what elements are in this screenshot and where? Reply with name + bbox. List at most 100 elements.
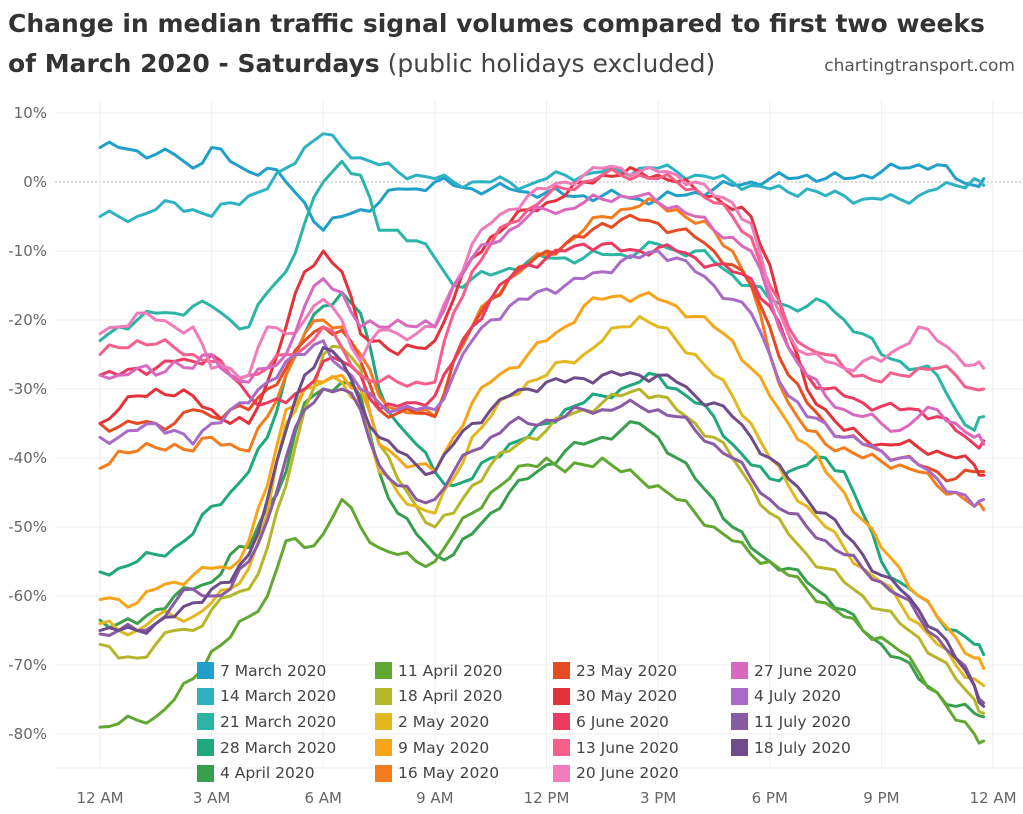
legend-label: 7 March 2020 <box>220 661 327 680</box>
legend-label: 20 June 2020 <box>576 764 679 783</box>
legend-swatch <box>375 662 392 680</box>
x-tick-label: 9 AM <box>416 789 454 807</box>
legend-swatch <box>731 739 748 757</box>
legend-item[interactable]: 20 June 2020 <box>553 760 731 786</box>
legend-label: 16 May 2020 <box>398 764 500 783</box>
legend-label: 18 April 2020 <box>398 687 503 706</box>
series-line[interactable] <box>98 456 986 745</box>
source-credit: chartingtransport.com <box>824 56 1015 76</box>
legend-swatch <box>197 687 214 705</box>
y-tick-label: -30% <box>8 380 47 398</box>
y-tick-label: -60% <box>8 587 47 605</box>
series-line[interactable] <box>98 213 986 483</box>
legend-label: 6 June 2020 <box>576 712 669 731</box>
legend-item[interactable]: 2 May 2020 <box>375 709 553 735</box>
y-tick-label: -80% <box>8 725 47 743</box>
legend-label: 4 July 2020 <box>754 687 842 706</box>
x-tick-label: 12 PM <box>524 789 570 807</box>
legend-swatch <box>375 739 392 757</box>
legend-label: 14 March 2020 <box>220 687 337 706</box>
legend-swatch <box>375 687 392 705</box>
legend-swatch <box>553 687 570 705</box>
legend-swatch <box>553 713 570 731</box>
legend-label: 4 April 2020 <box>220 764 315 783</box>
series-lines <box>98 132 986 745</box>
series-line[interactable] <box>98 346 986 708</box>
legend-label: 28 March 2020 <box>220 738 337 757</box>
legend-swatch <box>197 713 214 731</box>
legend-swatch <box>553 739 570 757</box>
legend-item[interactable]: 11 April 2020 <box>375 658 553 684</box>
legend-item[interactable]: 23 May 2020 <box>553 658 731 684</box>
legend-item[interactable]: 6 June 2020 <box>553 709 731 735</box>
series-line[interactable] <box>98 380 986 719</box>
x-tick-label: 3 AM <box>193 789 231 807</box>
chart-title-sub: (public holidays excluded) <box>387 49 716 78</box>
legend-item[interactable]: 13 June 2020 <box>553 735 731 761</box>
legend-label: 30 May 2020 <box>576 687 678 706</box>
x-tick-label: 3 PM <box>640 789 676 807</box>
chart-title-main: Change in median traffic signal volumes … <box>8 9 985 78</box>
series-line[interactable] <box>98 191 986 446</box>
series-line[interactable] <box>98 291 986 670</box>
legend-swatch <box>197 662 214 680</box>
legend-item[interactable]: 16 May 2020 <box>375 760 553 786</box>
series-line[interactable] <box>98 166 986 477</box>
legend-label: 13 June 2020 <box>576 738 679 757</box>
x-tick-label: 12 AM <box>76 789 123 807</box>
legend-swatch <box>731 713 748 731</box>
y-tick-label: -70% <box>8 656 47 674</box>
legend-item[interactable]: 4 April 2020 <box>197 760 375 786</box>
chart-title: Change in median traffic signal volumes … <box>8 4 1018 84</box>
x-tick-label: 6 PM <box>752 789 788 807</box>
series-line[interactable] <box>98 344 986 715</box>
series-line[interactable] <box>98 249 986 508</box>
legend-item[interactable]: 11 July 2020 <box>731 709 891 735</box>
legend-item[interactable]: 14 March 2020 <box>197 684 375 710</box>
legend-item[interactable]: 7 March 2020 <box>197 658 375 684</box>
x-axis-ticks: 12 AM 3 AM 6 AM 9 AM 12 PM 3 PM 6 PM 9 PM 12 AM <box>76 789 1016 807</box>
legend-swatch <box>197 764 214 782</box>
legend-swatch <box>375 764 392 782</box>
legend-label: 9 May 2020 <box>398 738 490 757</box>
legend-label: 11 July 2020 <box>754 712 851 731</box>
legend-label: 23 May 2020 <box>576 661 678 680</box>
series-line[interactable] <box>98 197 986 512</box>
y-tick-label: 0% <box>23 173 47 191</box>
y-tick-label: -50% <box>8 518 47 536</box>
series-line[interactable] <box>98 132 986 224</box>
legend-label: 27 June 2020 <box>754 661 857 680</box>
legend-item[interactable]: 21 March 2020 <box>197 709 375 735</box>
y-tick-label: -40% <box>8 449 47 467</box>
legend-swatch <box>553 764 570 782</box>
y-tick-label: -20% <box>8 311 47 329</box>
x-tick-label: 9 PM <box>863 789 899 807</box>
series-line[interactable] <box>98 387 986 705</box>
legend-label: 2 May 2020 <box>398 712 490 731</box>
legend-item[interactable]: 27 June 2020 <box>731 658 891 684</box>
legend-item[interactable]: 18 July 2020 <box>731 735 891 761</box>
y-tick-label: -10% <box>8 242 47 260</box>
legend-label: 21 March 2020 <box>220 712 337 731</box>
legend-item[interactable]: 28 March 2020 <box>197 735 375 761</box>
legend: 7 March 2020 14 March 2020 21 March 2020 28… <box>197 658 891 786</box>
series-line[interactable] <box>98 164 986 380</box>
legend-label: 18 July 2020 <box>754 738 851 757</box>
legend-swatch <box>553 662 570 680</box>
y-tick-label: 10% <box>14 104 47 122</box>
series-line[interactable] <box>98 140 986 232</box>
legend-item[interactable]: 4 July 2020 <box>731 684 891 710</box>
legend-swatch <box>375 713 392 731</box>
legend-item[interactable]: 18 April 2020 <box>375 684 553 710</box>
legend-swatch <box>731 687 748 705</box>
legend-item[interactable]: 30 May 2020 <box>553 684 731 710</box>
legend-swatch <box>731 662 748 680</box>
series-line[interactable] <box>98 315 986 688</box>
series-line[interactable] <box>98 290 986 657</box>
legend-label: 11 April 2020 <box>398 661 503 680</box>
series-line[interactable] <box>98 241 986 450</box>
x-tick-label: 6 AM <box>304 789 342 807</box>
legend-item[interactable]: 9 May 2020 <box>375 735 553 761</box>
y-axis-ticks: 10% 0% -10% -20% -30% -40% -50% -60% -70% -80% <box>8 104 47 743</box>
